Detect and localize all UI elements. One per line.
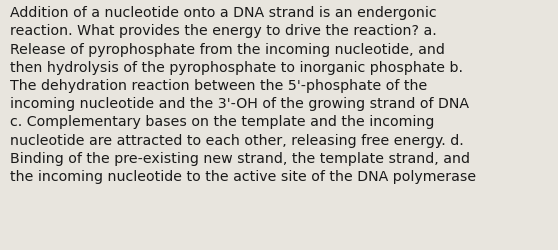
- Text: Addition of a nucleotide onto a DNA strand is an endergonic
reaction. What provi: Addition of a nucleotide onto a DNA stra…: [10, 6, 476, 183]
